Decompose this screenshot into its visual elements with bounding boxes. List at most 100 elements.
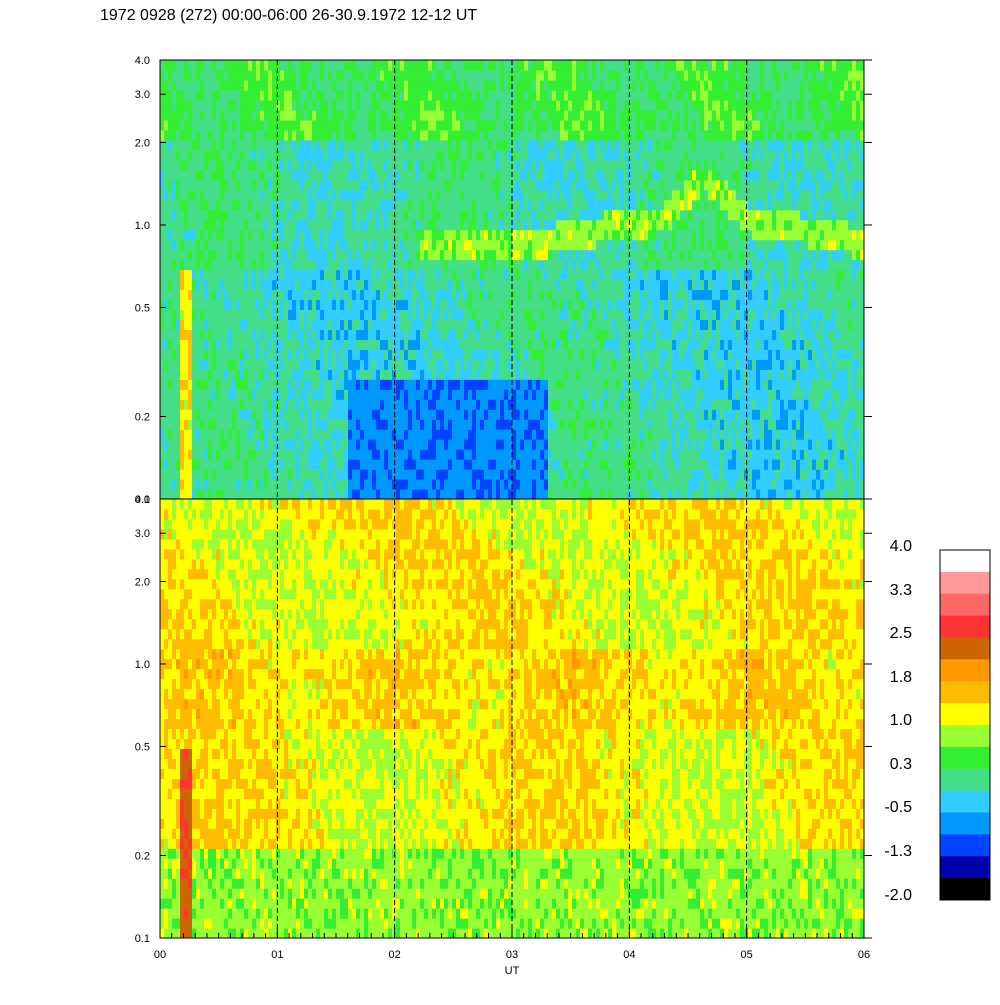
upper-cell bbox=[316, 129, 321, 141]
upper-cell bbox=[360, 109, 365, 121]
upper-cell bbox=[344, 479, 349, 490]
upper-cell bbox=[492, 229, 497, 241]
upper-cell bbox=[244, 489, 249, 499]
upper-cell bbox=[468, 479, 473, 490]
upper-cell bbox=[312, 139, 317, 151]
upper-cell bbox=[312, 449, 317, 460]
upper-cell bbox=[272, 269, 277, 281]
upper-cell bbox=[480, 439, 485, 450]
upper-cell bbox=[228, 169, 233, 181]
upper-cell bbox=[452, 409, 457, 420]
upper-cell bbox=[560, 69, 565, 81]
upper-cell bbox=[512, 399, 517, 410]
upper-cell bbox=[256, 449, 261, 460]
upper-cell bbox=[436, 109, 441, 121]
upper-cell bbox=[560, 299, 565, 311]
upper-cell bbox=[564, 309, 569, 321]
upper-cell bbox=[520, 119, 525, 131]
upper-cell bbox=[504, 219, 509, 231]
upper-cell bbox=[516, 99, 521, 111]
upper-cell bbox=[308, 209, 313, 221]
upper-cell bbox=[388, 209, 393, 221]
upper-cell bbox=[504, 469, 509, 480]
upper-cell bbox=[264, 479, 269, 490]
upper-cell bbox=[300, 269, 305, 281]
upper-cell bbox=[472, 69, 477, 81]
upper-cell bbox=[316, 419, 321, 430]
upper-cell bbox=[396, 389, 401, 400]
upper-cell bbox=[580, 60, 585, 71]
upper-cell bbox=[252, 129, 257, 141]
upper-cell bbox=[220, 329, 225, 340]
upper-cell bbox=[376, 129, 381, 141]
upper-cell bbox=[464, 129, 469, 141]
upper-cell bbox=[536, 359, 541, 370]
upper-cell bbox=[216, 309, 221, 321]
upper-cell bbox=[304, 289, 309, 301]
upper-cell bbox=[476, 259, 481, 271]
upper-cell bbox=[564, 269, 569, 281]
upper-cell bbox=[324, 259, 329, 271]
upper-cell bbox=[164, 189, 169, 201]
upper-cell bbox=[232, 199, 237, 211]
upper-cell bbox=[560, 259, 565, 271]
upper-cell bbox=[284, 279, 289, 291]
upper-cell bbox=[368, 419, 373, 430]
upper-cell bbox=[588, 79, 593, 91]
upper-cell bbox=[320, 60, 325, 71]
upper-cell bbox=[588, 359, 593, 370]
upper-cell bbox=[508, 449, 513, 460]
upper-cell bbox=[508, 379, 513, 390]
upper-cell bbox=[336, 309, 341, 321]
upper-cell bbox=[392, 109, 397, 121]
upper-cell bbox=[324, 189, 329, 201]
upper-cell bbox=[184, 209, 189, 221]
upper-cell bbox=[304, 199, 309, 211]
upper-cell bbox=[176, 149, 181, 161]
upper-cell bbox=[484, 129, 489, 141]
upper-cell bbox=[244, 369, 249, 380]
upper-cell bbox=[332, 389, 337, 400]
upper-cell bbox=[412, 299, 417, 311]
upper-cell bbox=[560, 419, 565, 430]
upper-cell bbox=[272, 329, 277, 340]
upper-cell bbox=[168, 119, 173, 131]
upper-cell bbox=[400, 60, 405, 71]
upper-cell bbox=[368, 219, 373, 231]
upper-cell bbox=[272, 179, 277, 191]
upper-cell bbox=[256, 209, 261, 221]
upper-cell bbox=[456, 369, 461, 380]
upper-cell bbox=[520, 329, 525, 340]
upper-cell bbox=[324, 209, 329, 221]
upper-cell bbox=[588, 409, 593, 420]
upper-cell bbox=[300, 349, 305, 360]
upper-cell bbox=[368, 319, 373, 330]
upper-cell bbox=[512, 159, 517, 171]
upper-cell bbox=[588, 459, 593, 470]
upper-cell bbox=[208, 179, 213, 191]
upper-cell bbox=[592, 439, 597, 450]
upper-cell bbox=[568, 429, 573, 440]
upper-cell bbox=[484, 459, 489, 470]
upper-cell bbox=[288, 289, 293, 301]
upper-cell bbox=[496, 329, 501, 340]
upper-cell bbox=[476, 219, 481, 231]
upper-cell bbox=[188, 349, 193, 360]
upper-cell bbox=[184, 299, 189, 311]
upper-cell bbox=[292, 489, 297, 499]
upper-cell bbox=[540, 219, 545, 231]
upper-cell bbox=[424, 60, 429, 71]
upper-cell bbox=[252, 269, 257, 281]
upper-cell bbox=[468, 139, 473, 151]
upper-cell bbox=[564, 239, 569, 251]
upper-cell bbox=[256, 439, 261, 450]
upper-cell bbox=[428, 379, 433, 390]
upper-cell bbox=[272, 449, 277, 460]
upper-cell bbox=[508, 69, 513, 81]
upper-cell bbox=[184, 99, 189, 111]
upper-cell bbox=[520, 199, 525, 211]
upper-cell bbox=[608, 199, 613, 211]
upper-cell bbox=[516, 459, 521, 470]
upper-cell bbox=[388, 399, 393, 410]
upper-cell bbox=[164, 249, 169, 261]
